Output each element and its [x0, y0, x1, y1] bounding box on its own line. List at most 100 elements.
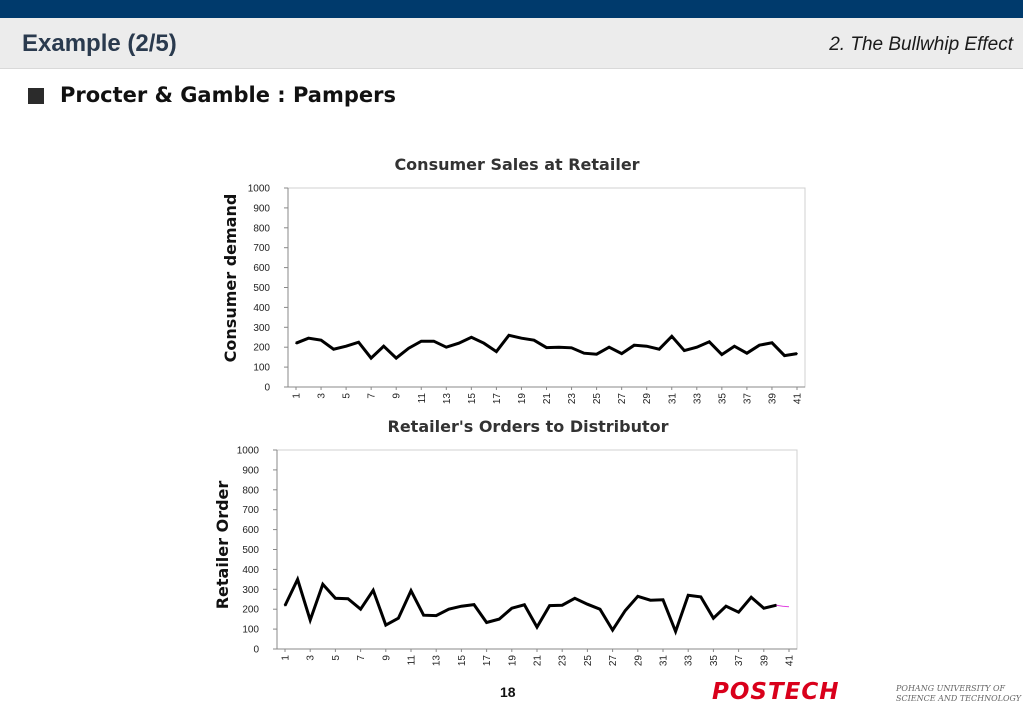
data-point [574, 597, 576, 600]
data-point [737, 611, 740, 613]
data-point [460, 605, 463, 608]
x-tick-label: 15 [467, 393, 478, 405]
x-tick-label: 39 [767, 393, 778, 405]
x-tick-label: 27 [608, 655, 619, 667]
data-point [670, 335, 673, 338]
data-point [721, 353, 723, 356]
x-tick-label: 21 [533, 655, 544, 667]
data-point [372, 589, 375, 592]
bullet-square-icon [28, 88, 44, 104]
data-point [611, 629, 614, 631]
data-point [432, 340, 435, 343]
x-tick-label: 7 [356, 655, 367, 661]
x-tick-label: 19 [517, 393, 528, 405]
data-point [422, 614, 425, 616]
y-tick-label: 800 [242, 485, 259, 496]
data-point [733, 345, 736, 348]
y-tick-label: 100 [253, 363, 270, 374]
data-point [548, 604, 551, 607]
y-tick-label: 500 [242, 545, 259, 556]
x-tick-label: 11 [407, 655, 418, 666]
data-point [583, 352, 585, 354]
x-tick-label: 3 [306, 655, 317, 661]
plot-area [276, 449, 798, 650]
x-tick-label: 1 [292, 393, 303, 399]
y-axis-label: Retailer Order [213, 481, 232, 610]
x-tick-label: 13 [432, 655, 443, 667]
data-point [608, 346, 610, 349]
x-tick-label: 27 [617, 393, 628, 405]
y-tick-label: 600 [242, 525, 259, 536]
postech-logo: POSTECH [712, 679, 890, 705]
data-point [495, 350, 498, 353]
x-tick-label: 39 [759, 655, 770, 667]
data-point [674, 630, 677, 633]
x-tick-label: 1 [281, 655, 292, 661]
data-point [483, 342, 485, 345]
data-point [633, 344, 635, 347]
data-point [624, 609, 626, 612]
data-point [511, 607, 513, 610]
x-tick-label: 21 [542, 393, 553, 405]
page-number: 18 [500, 684, 516, 700]
y-tick-label: 800 [253, 223, 270, 234]
x-tick-label: 23 [558, 655, 569, 667]
section-title: 2. The Bullwhip Effect [829, 34, 1013, 55]
x-tick-label: 37 [742, 393, 753, 405]
y-tick-label: 700 [242, 505, 259, 516]
data-point [508, 334, 510, 337]
data-point [498, 618, 501, 620]
x-tick-label: 7 [367, 393, 378, 399]
data-point [309, 619, 312, 621]
x-tick-label: 41 [793, 393, 804, 405]
data-point [485, 621, 488, 624]
y-tick-label: 300 [253, 323, 270, 334]
logo-wordmark: POSTECH [712, 679, 840, 705]
data-point [435, 614, 438, 617]
x-tick-label: 37 [734, 655, 745, 667]
data-point [783, 354, 786, 357]
data-point [385, 624, 387, 626]
x-tick-label: 3 [317, 393, 328, 399]
logo-subtitle: POHANG UNIVERSITY OF SCIENCE AND TECHNOL… [896, 684, 1021, 704]
y-tick-label: 600 [253, 263, 270, 274]
x-tick-label: 35 [717, 393, 728, 405]
data-point [750, 596, 752, 599]
x-tick-label: 31 [667, 393, 678, 405]
chart-2: Retailer's Orders to Distributor Retailer… [213, 417, 798, 667]
y-tick-label: 200 [242, 605, 259, 616]
y-tick-label: 300 [242, 585, 259, 596]
data-point [545, 346, 548, 349]
y-tick-label: 700 [253, 243, 270, 254]
y-tick-label: 500 [253, 283, 270, 294]
data-point [345, 345, 347, 348]
data-point [357, 341, 360, 344]
data-point [595, 353, 598, 355]
data-point [407, 347, 410, 349]
data-point [758, 344, 761, 347]
data-point [382, 345, 385, 348]
data-point [397, 617, 400, 619]
data-point [395, 357, 398, 359]
data-point [658, 348, 661, 350]
data-point [746, 352, 748, 354]
x-tick-label: 33 [684, 655, 695, 667]
logo-subtitle-line1: POHANG UNIVERSITY OF [896, 684, 1006, 693]
y-tick-label: 1000 [237, 446, 260, 457]
data-point [458, 342, 460, 345]
x-tick-label: 17 [482, 655, 493, 667]
data-point [284, 604, 286, 607]
data-point [683, 349, 686, 352]
y-tick-label: 0 [264, 383, 270, 394]
data-point [320, 339, 322, 342]
x-tick-label: 29 [633, 655, 644, 667]
x-tick-label: 9 [381, 655, 392, 661]
x-tick-label: 5 [331, 655, 342, 661]
x-tick-label: 11 [417, 393, 428, 404]
data-point [410, 589, 412, 592]
data-point [763, 607, 765, 610]
data-point [332, 348, 335, 350]
series-line [283, 575, 777, 636]
y-tick-label: 1000 [248, 184, 271, 195]
x-tick-label: 29 [642, 393, 653, 405]
